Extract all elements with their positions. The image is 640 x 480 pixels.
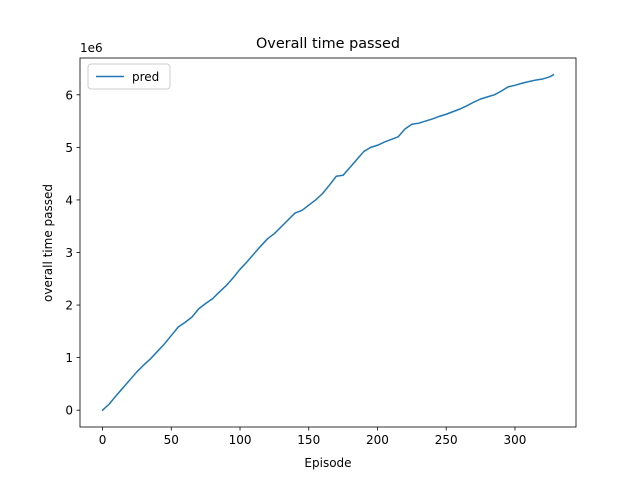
- y-tick-label-5: 5: [65, 141, 73, 155]
- y-tick-label-4: 4: [65, 193, 73, 207]
- x-tick-label-0: 0: [99, 433, 107, 447]
- x-tick-label-3: 150: [297, 433, 320, 447]
- y-tick-label-0: 0: [65, 404, 73, 418]
- plot-area: 0 50 100 150 200 250 300 0 1 2 3 4 5 6 pred: [65, 57, 577, 447]
- y-tick-label-3: 3: [65, 246, 73, 260]
- y-tick-label-6: 6: [65, 88, 73, 102]
- legend-box: [87, 63, 171, 90]
- chart-title: Overall time passed: [256, 36, 400, 52]
- x-tick-label-1: 50: [164, 433, 179, 447]
- x-tick-label-4: 200: [366, 433, 389, 447]
- y-tick-label-2: 2: [65, 299, 73, 313]
- y-tick-label-1: 1: [65, 351, 73, 365]
- legend-label-0: pred: [132, 70, 159, 84]
- axes-frame: [79, 57, 577, 428]
- x-tick-label-5: 250: [435, 433, 458, 447]
- x-axis-label: Episode: [304, 456, 351, 470]
- x-tick-label-2: 100: [229, 433, 252, 447]
- y-offset-label: 1e6: [80, 41, 103, 55]
- x-tick-label-6: 300: [504, 433, 527, 447]
- series-line-0: [101, 73, 555, 412]
- y-axis-label: overall time passed: [41, 184, 55, 302]
